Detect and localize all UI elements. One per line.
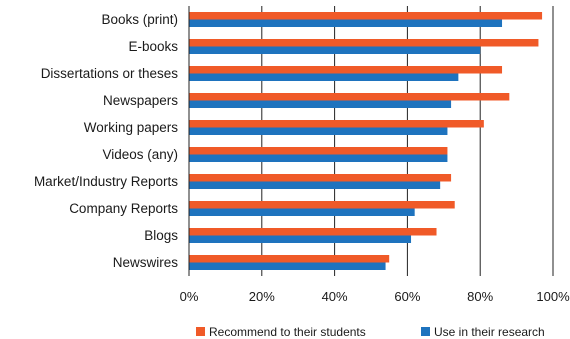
- bar-recommend: [189, 228, 437, 236]
- category-label: Books (print): [101, 12, 178, 27]
- category-label: Blogs: [144, 228, 178, 243]
- legend-swatch: [196, 327, 205, 336]
- x-tick-label: 0%: [180, 289, 199, 304]
- x-tick-label: 80%: [467, 289, 493, 304]
- x-tick-label: 60%: [394, 289, 420, 304]
- bar-recommend: [189, 12, 543, 20]
- x-tick-labels: 0% 20% 40% 60% 80% 100%: [180, 289, 570, 304]
- category-label: Company Reports: [69, 201, 178, 216]
- bar-recommend: [189, 201, 455, 209]
- category-labels: Books (print) E-books Dissertations or the…: [34, 12, 178, 270]
- category-label: Dissertations or theses: [41, 66, 179, 81]
- bar-recommend: [189, 147, 448, 155]
- bar-research: [189, 235, 412, 243]
- legend-swatch: [421, 327, 430, 336]
- bar-recommend: [189, 66, 503, 74]
- x-tick-label: 100%: [536, 289, 570, 304]
- bar-research: [189, 73, 459, 81]
- bar-research: [189, 19, 503, 27]
- bar-recommend: [189, 39, 539, 47]
- legend-label: Recommend to their students: [209, 325, 366, 339]
- x-tick-label: 20%: [249, 289, 275, 304]
- bar-research: [189, 127, 448, 135]
- legend: Recommend to their students Use in their …: [196, 325, 545, 339]
- bar-recommend: [189, 255, 390, 263]
- x-tick-label: 40%: [322, 289, 348, 304]
- bar-research: [189, 100, 452, 108]
- category-label: Working papers: [84, 120, 179, 135]
- bar-recommend: [189, 174, 452, 182]
- bar-research: [189, 262, 386, 270]
- category-label: Market/Industry Reports: [34, 174, 178, 189]
- category-label: E-books: [128, 39, 178, 54]
- bar-research: [189, 181, 441, 189]
- category-label: Newspapers: [103, 93, 178, 108]
- legend-label: Use in their research: [434, 325, 545, 339]
- category-label: Newswires: [113, 255, 179, 270]
- bar-recommend: [189, 93, 510, 101]
- bar-research: [189, 46, 481, 54]
- bar-research: [189, 154, 448, 162]
- bar-recommend: [189, 120, 484, 128]
- category-label: Videos (any): [102, 147, 178, 162]
- bar-research: [189, 208, 415, 216]
- bars: [189, 12, 543, 270]
